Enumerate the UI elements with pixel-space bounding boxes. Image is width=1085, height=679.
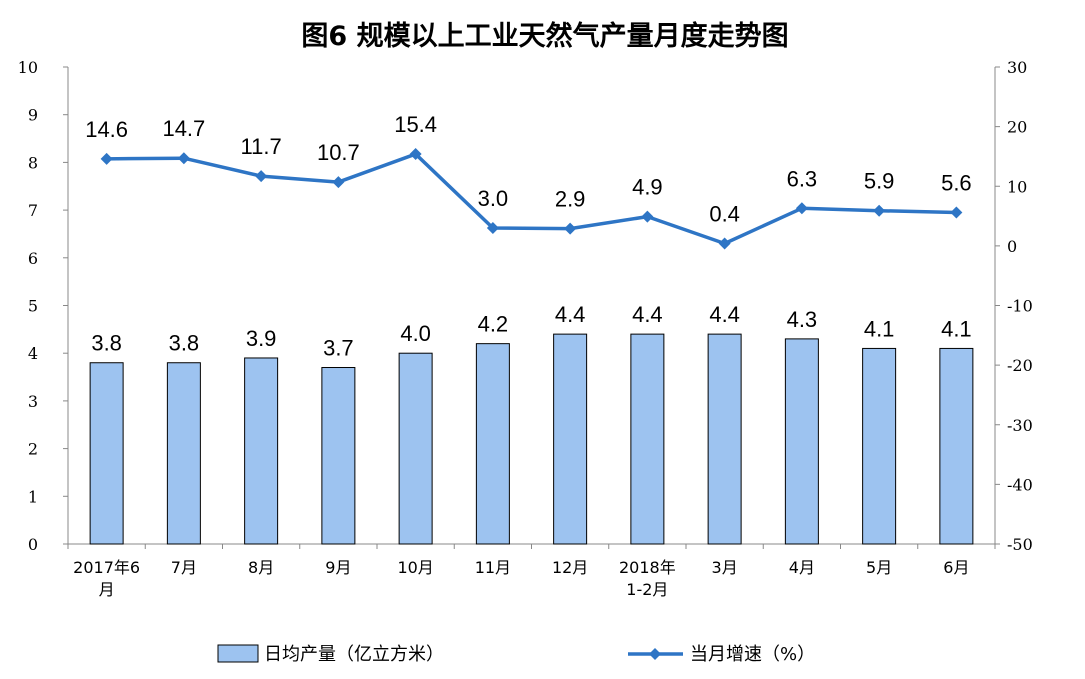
line-value-label: 15.4 <box>394 112 437 137</box>
data-labels: 3.8 3.8 3.9 3.7 4.0 4.2 4.4 4.4 4.4 4.3 4.1 4.1 14.6… <box>85 112 971 360</box>
x-tick-label: 4月 <box>789 558 815 577</box>
x-tick-label: 8月 <box>248 558 274 577</box>
left-tick-label: 6 <box>28 249 38 268</box>
line-point <box>950 206 963 219</box>
bar-value-label: 4.4 <box>555 302 586 327</box>
right-tick-label: 30 <box>1007 58 1027 77</box>
line-value-label: 3.0 <box>478 186 509 211</box>
line-value-label: 5.9 <box>864 169 895 194</box>
x-tick-label: 3月 <box>712 558 738 577</box>
bar-value-label: 4.0 <box>400 321 431 346</box>
line-value-label: 14.7 <box>162 116 205 141</box>
bar <box>553 333 588 545</box>
x-tick-label: 10月 <box>397 558 433 577</box>
left-tick-label: 0 <box>28 535 38 554</box>
left-tick-label: 3 <box>28 392 38 411</box>
left-tick-label: 2 <box>28 440 38 459</box>
legend-line-label: 当月增速（%） <box>690 644 815 665</box>
bar <box>398 352 433 545</box>
bar-value-label: 4.4 <box>709 302 740 327</box>
line-point <box>332 176 345 189</box>
bar-value-label: 4.4 <box>632 302 663 327</box>
left-tick-label: 7 <box>28 201 38 220</box>
line-value-label: 2.9 <box>555 187 586 212</box>
bar-value-label: 3.8 <box>91 331 122 356</box>
bar <box>166 362 201 545</box>
bar-value-label: 4.1 <box>864 316 895 341</box>
growth-line <box>106 152 957 246</box>
line-point <box>718 237 731 250</box>
legend-bar-swatch <box>217 644 259 663</box>
axes: 0 1 2 3 4 5 6 7 8 9 10 -50 -40 -30 -20 -10 0 10 20 30 2017年6… <box>18 58 1033 599</box>
bar <box>784 338 819 545</box>
bar <box>862 347 897 545</box>
x-tick-label: 5月 <box>866 558 892 577</box>
x-tick-label: 9月 <box>325 558 351 577</box>
bar <box>321 367 356 545</box>
x-tick-label: 6月 <box>943 558 969 577</box>
bar <box>707 333 742 545</box>
right-tick-label: 20 <box>1007 118 1027 137</box>
line-value-label: 10.7 <box>317 140 360 165</box>
line-series <box>100 148 963 250</box>
left-tick-label: 10 <box>18 58 38 77</box>
line-point <box>486 221 499 234</box>
line-point <box>873 204 886 217</box>
line-point <box>255 170 268 183</box>
left-tick-label: 8 <box>28 153 38 172</box>
legend: 日均产量（亿立方米） 当月增速（%） <box>217 644 815 665</box>
bar <box>89 362 124 545</box>
bar <box>630 333 665 545</box>
right-tick-label: 0 <box>1007 237 1017 256</box>
line-value-label: 0.4 <box>709 201 740 226</box>
line-point <box>177 152 190 165</box>
bar-series <box>89 333 974 545</box>
line-value-label: 4.9 <box>632 175 663 200</box>
right-tick-label: -30 <box>1007 416 1033 435</box>
x-tick-label: 2017年6 月 <box>73 558 140 599</box>
x-tick-label: 12月 <box>552 558 588 577</box>
x-tick-label: 2018年 1-2月 <box>619 558 676 599</box>
line-value-label: 5.6 <box>941 170 972 195</box>
bar-value-label: 4.3 <box>787 307 818 332</box>
bar <box>939 347 974 545</box>
left-tick-label: 1 <box>28 487 38 506</box>
bar <box>244 357 279 545</box>
x-tick-label: 11月 <box>475 558 511 577</box>
left-tick-label: 5 <box>28 297 38 316</box>
line-value-label: 14.6 <box>85 117 128 142</box>
bar <box>475 343 510 545</box>
chart-title: 图6 规模以上工业天然气产量月度走势图 <box>301 20 788 52</box>
line-point <box>564 222 577 235</box>
line-point <box>795 202 808 215</box>
legend-line-marker <box>649 648 661 660</box>
line-point <box>409 148 422 161</box>
left-tick-label: 9 <box>28 106 38 125</box>
legend-bar-label: 日均产量（亿立方米） <box>264 644 444 665</box>
right-tick-label: -20 <box>1007 356 1033 375</box>
line-point <box>100 152 113 165</box>
line-value-label: 6.3 <box>787 166 818 191</box>
bar-value-label: 4.2 <box>478 312 509 337</box>
line-point <box>641 210 654 223</box>
bar-value-label: 3.8 <box>169 331 200 356</box>
line-value-label: 11.7 <box>241 134 282 159</box>
left-tick-label: 4 <box>28 344 38 363</box>
right-tick-label: -10 <box>1007 297 1033 316</box>
bar-value-label: 3.9 <box>246 326 277 351</box>
right-tick-label: -50 <box>1007 535 1033 554</box>
x-tick-label: 7月 <box>171 558 197 577</box>
bar-value-label: 4.1 <box>941 316 972 341</box>
bar-value-label: 3.7 <box>323 336 354 361</box>
right-tick-label: -40 <box>1007 475 1033 494</box>
right-tick-label: 10 <box>1007 177 1027 196</box>
